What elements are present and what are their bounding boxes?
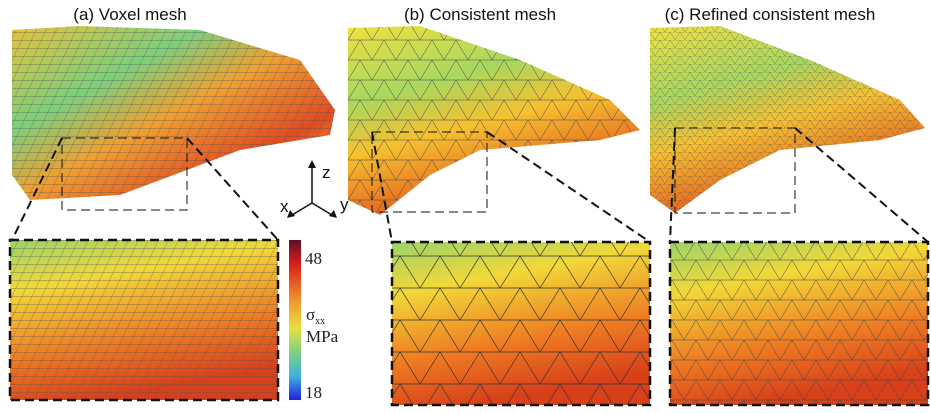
panel-title: (c) Refined consistent mesh bbox=[665, 5, 876, 24]
colorbar-unit: MPa bbox=[306, 327, 339, 346]
zoom-region bbox=[674, 127, 796, 214]
symbol: σ bbox=[306, 305, 315, 324]
axis-label: y bbox=[340, 195, 349, 214]
colorbar-quantity: σxx bbox=[306, 305, 325, 327]
zoom-lines bbox=[11, 137, 279, 241]
panel-title: (b) Consistent mesh bbox=[404, 5, 556, 24]
colorbar bbox=[289, 240, 301, 400]
zoom-frame bbox=[8, 238, 280, 402]
voxel-mesh bbox=[12, 26, 335, 200]
panel-title: (a) Voxel mesh bbox=[73, 5, 186, 24]
zoom-frame bbox=[390, 240, 652, 407]
refined-mesh bbox=[650, 26, 925, 213]
axis-triad bbox=[287, 160, 337, 218]
zoom-lines bbox=[669, 127, 929, 243]
axis-label: z bbox=[322, 163, 331, 182]
zoom-lines bbox=[371, 131, 651, 243]
zoom-view bbox=[392, 242, 650, 405]
colorbar-max: 48 bbox=[305, 249, 322, 268]
zoom-view bbox=[10, 240, 278, 400]
colorbar-min: 18 bbox=[305, 383, 322, 402]
zoom-region bbox=[371, 131, 488, 213]
zoom-region bbox=[61, 137, 188, 211]
zoom-view bbox=[670, 242, 928, 405]
subscript: xx bbox=[315, 316, 325, 327]
consistent-mesh bbox=[348, 26, 640, 215]
axis-label: x bbox=[280, 197, 289, 216]
zoom-frame bbox=[668, 240, 930, 407]
